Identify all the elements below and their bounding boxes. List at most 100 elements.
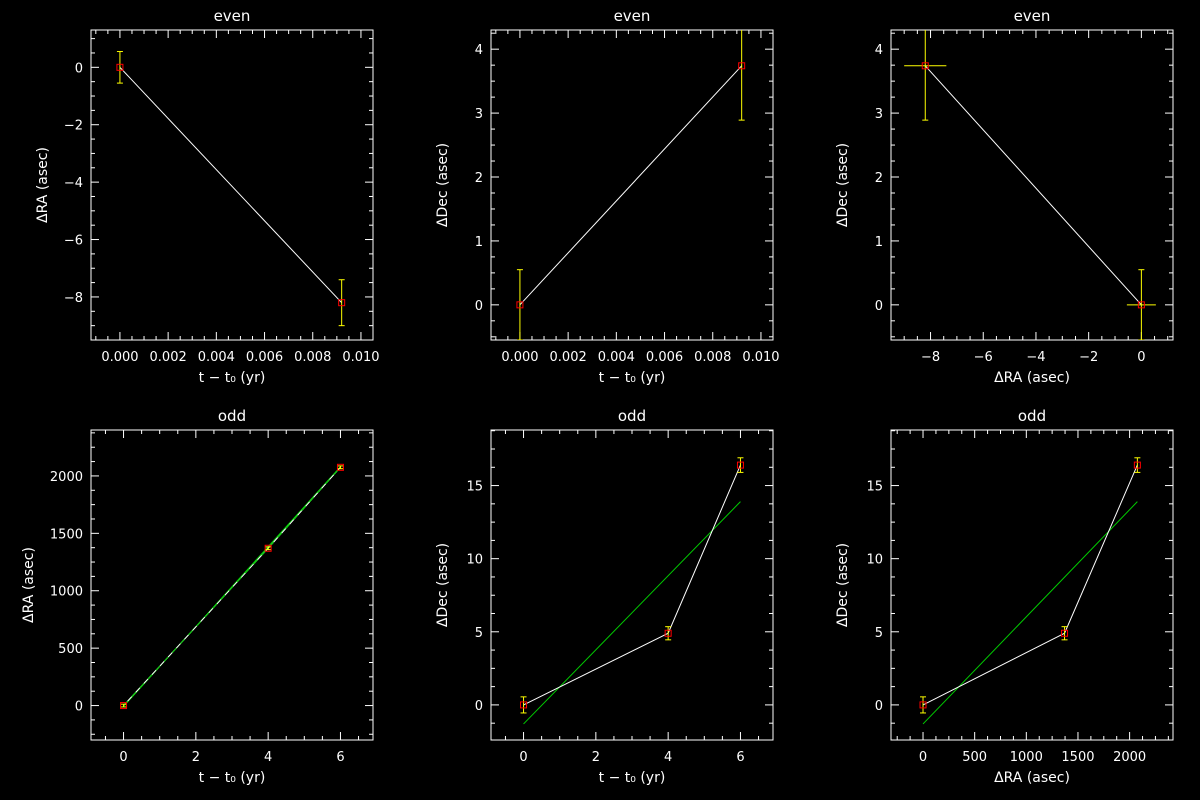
x-tick-label: 4 bbox=[264, 750, 272, 765]
x-tick-label: 0.010 bbox=[742, 350, 779, 365]
x-tick-label: −8 bbox=[921, 350, 940, 365]
x-tick-label: 0.004 bbox=[598, 350, 635, 365]
plot-area bbox=[516, 30, 746, 340]
y-tick-label: 4 bbox=[475, 43, 483, 58]
data-point bbox=[736, 461, 744, 469]
x-tick-label: 0.006 bbox=[646, 350, 683, 365]
plot-frame bbox=[490, 29, 774, 341]
x-tick-label: 6 bbox=[336, 750, 344, 765]
panel-title: even bbox=[1014, 7, 1051, 25]
data-point bbox=[120, 702, 128, 710]
y-axis-label: ΔDec (asec) bbox=[435, 143, 451, 227]
panel-title: even bbox=[214, 7, 251, 25]
y-tick-label: 0 bbox=[875, 699, 883, 714]
data-point bbox=[664, 629, 672, 637]
y-tick-label: 1500 bbox=[50, 527, 83, 542]
panel-title: even bbox=[614, 7, 651, 25]
x-tick-label: 0.000 bbox=[501, 350, 538, 365]
panel-1: even 0.000 0.002 0.004 0.006 0.008 0.010 −8 −6 −4… bbox=[35, 7, 380, 386]
data-line bbox=[922, 464, 1138, 706]
panel-6: odd 0 500 1000 1500 2000 0 5 10 15 ΔRA (asec) ΔDec … bbox=[835, 407, 1174, 786]
x-tick-label: 0 bbox=[519, 750, 527, 765]
x-tick-label: −2 bbox=[1079, 350, 1098, 365]
plot-frame bbox=[890, 429, 1174, 741]
y-tick-label: −6 bbox=[64, 234, 83, 249]
y-tick-label: 0 bbox=[75, 61, 83, 76]
data-line bbox=[523, 464, 741, 706]
plot-frame bbox=[890, 29, 1174, 341]
x-tick-label: 0.008 bbox=[294, 350, 331, 365]
y-tick-label: 2 bbox=[475, 171, 483, 186]
x-axis-label: t − t₀ (yr) bbox=[599, 370, 666, 386]
y-axis-label: ΔDec (asec) bbox=[835, 543, 851, 627]
panel-4: odd 0 2 4 6 0 500 1000 1500 2000 t − t₀ (yr) ΔRA (a… bbox=[21, 407, 374, 786]
data-point bbox=[1061, 629, 1069, 637]
fit-line bbox=[523, 501, 741, 725]
x-tick-label: 0.000 bbox=[101, 350, 138, 365]
plot-frame bbox=[490, 429, 774, 741]
y-tick-label: 1000 bbox=[50, 585, 83, 600]
x-tick-label: 0 bbox=[119, 750, 127, 765]
y-tick-label: 2000 bbox=[50, 470, 83, 485]
y-tick-label: 15 bbox=[866, 480, 883, 495]
x-tick-label: 0.002 bbox=[150, 350, 187, 365]
data-point bbox=[520, 701, 528, 709]
x-tick-label: 2 bbox=[192, 750, 200, 765]
y-tick-label: 2 bbox=[875, 171, 883, 186]
y-tick-label: 500 bbox=[58, 642, 83, 657]
x-tick-label: 2 bbox=[592, 750, 600, 765]
x-tick-label: −6 bbox=[974, 350, 993, 365]
plot-frame bbox=[90, 429, 374, 741]
y-axis-label: ΔDec (asec) bbox=[435, 543, 451, 627]
y-tick-label: 0 bbox=[75, 700, 83, 715]
data-point bbox=[919, 701, 927, 709]
x-tick-label: 2000 bbox=[1113, 750, 1146, 765]
x-axis-label: ΔRA (asec) bbox=[994, 770, 1070, 786]
plot-area bbox=[116, 51, 346, 327]
data-point bbox=[1133, 461, 1141, 469]
x-tick-label: 500 bbox=[962, 750, 987, 765]
y-tick-label: −4 bbox=[64, 176, 83, 191]
data-point bbox=[336, 463, 344, 471]
data-point bbox=[921, 62, 929, 70]
y-tick-label: 3 bbox=[475, 107, 483, 122]
x-tick-label: 6 bbox=[736, 750, 744, 765]
x-axis-label: t − t₀ (yr) bbox=[199, 370, 266, 386]
y-tick-label: 4 bbox=[875, 43, 883, 58]
y-tick-label: 3 bbox=[875, 107, 883, 122]
fit-line bbox=[922, 501, 1138, 725]
x-tick-label: 0.010 bbox=[342, 350, 379, 365]
x-tick-label: 4 bbox=[664, 750, 672, 765]
panel-title: odd bbox=[218, 407, 246, 425]
data-line bbox=[924, 65, 1142, 306]
panel-2: even 0.000 0.002 0.004 0.006 0.008 0.010 0 1 2 3 4 t… bbox=[435, 7, 780, 386]
y-tick-label: 0 bbox=[475, 299, 483, 314]
y-tick-label: 0 bbox=[875, 299, 883, 314]
data-point bbox=[738, 62, 746, 70]
data-line bbox=[519, 65, 743, 306]
x-axis-label: ΔRA (asec) bbox=[994, 370, 1070, 386]
y-tick-label: 1 bbox=[875, 235, 883, 250]
x-tick-label: −4 bbox=[1026, 350, 1045, 365]
x-tick-label: 0.006 bbox=[246, 350, 283, 365]
y-axis-label: ΔRA (asec) bbox=[35, 147, 51, 223]
data-point bbox=[516, 301, 524, 309]
x-tick-label: 0.004 bbox=[198, 350, 235, 365]
panel-5: odd 0 2 4 6 0 5 10 15 t − t₀ (yr) ΔDec (asec) bbox=[435, 407, 774, 786]
x-tick-label: 1000 bbox=[1010, 750, 1043, 765]
y-tick-label: 10 bbox=[866, 553, 883, 568]
y-tick-label: 5 bbox=[875, 626, 883, 641]
y-axis-label: ΔDec (asec) bbox=[835, 143, 851, 227]
data-point bbox=[338, 299, 346, 307]
plot-frame bbox=[90, 29, 374, 341]
data-point bbox=[116, 63, 124, 71]
x-tick-label: 0 bbox=[919, 750, 927, 765]
x-tick-label: 1500 bbox=[1061, 750, 1094, 765]
data-point bbox=[264, 544, 272, 552]
y-tick-label: 15 bbox=[466, 480, 483, 495]
y-tick-label: 1 bbox=[475, 235, 483, 250]
data-point bbox=[1137, 301, 1145, 309]
panel-title: odd bbox=[1018, 407, 1046, 425]
plot-area bbox=[120, 463, 344, 710]
